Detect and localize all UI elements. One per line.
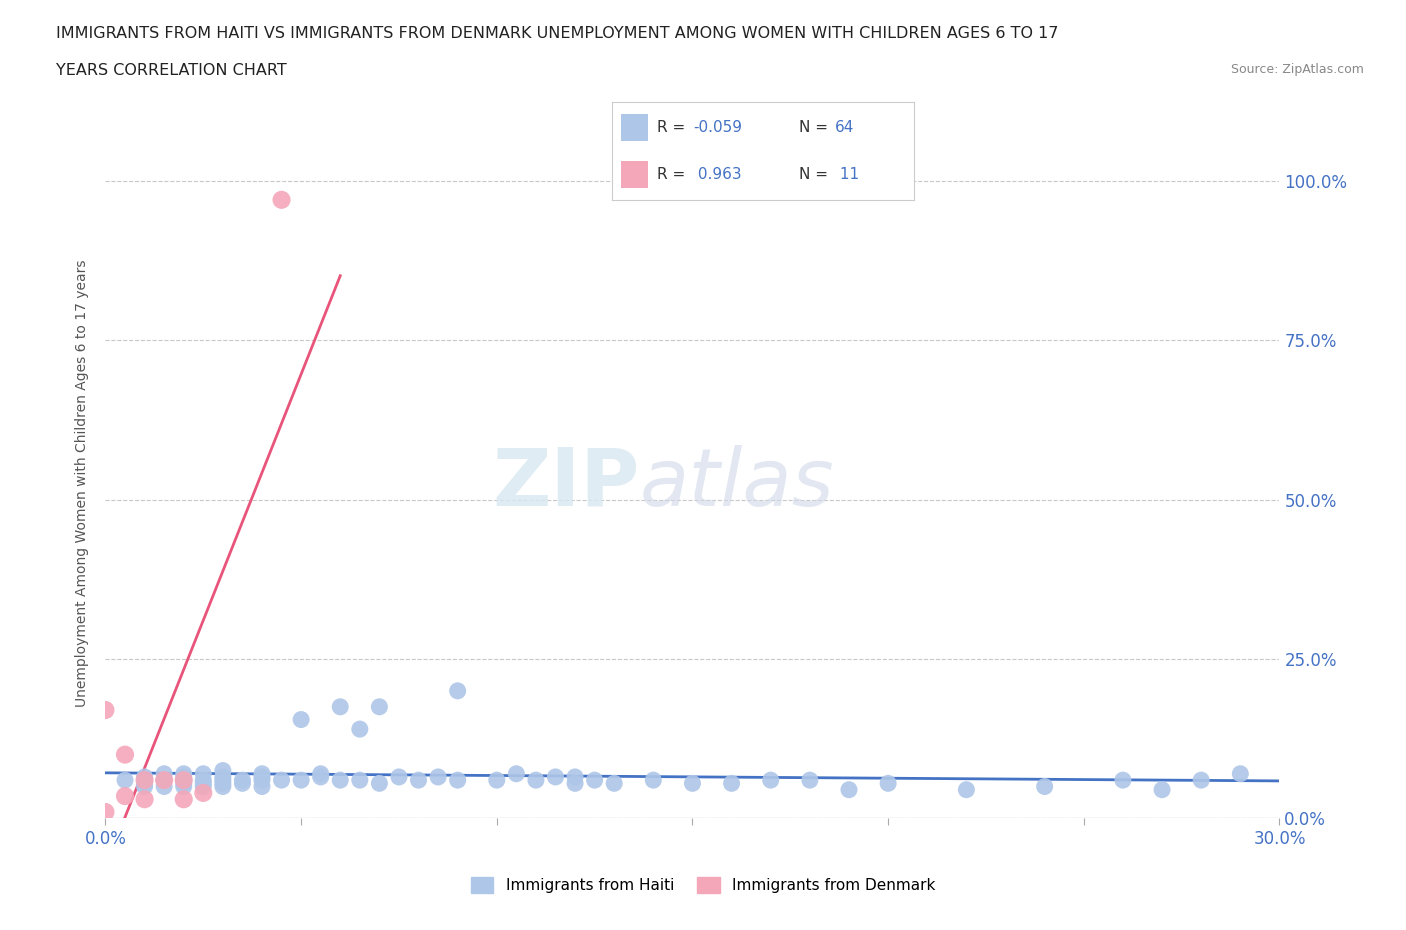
Point: [114, 789, 136, 804]
Text: 0.963: 0.963: [693, 166, 742, 181]
Point: [193, 779, 215, 794]
Point: [290, 712, 312, 727]
Bar: [620, 161, 648, 188]
Point: [211, 764, 233, 778]
Point: [329, 773, 352, 788]
Text: N =: N =: [799, 166, 832, 181]
Point: [250, 766, 273, 781]
Text: -0.059: -0.059: [693, 120, 742, 135]
Point: [408, 773, 430, 788]
Point: [564, 769, 586, 784]
Point: [720, 776, 742, 790]
Point: [681, 776, 703, 790]
Point: [193, 776, 215, 790]
Text: R =: R =: [657, 166, 690, 181]
Point: [134, 779, 156, 794]
Point: [250, 779, 273, 794]
Text: 64: 64: [835, 120, 855, 135]
Point: [270, 193, 292, 207]
Point: [94, 804, 117, 819]
Point: [1150, 782, 1173, 797]
Point: [173, 769, 195, 784]
Text: atlas: atlas: [640, 445, 834, 523]
Point: [309, 769, 332, 784]
Point: [309, 766, 332, 781]
Point: [388, 769, 411, 784]
Text: IMMIGRANTS FROM HAITI VS IMMIGRANTS FROM DENMARK UNEMPLOYMENT AMONG WOMEN WITH C: IMMIGRANTS FROM HAITI VS IMMIGRANTS FROM…: [56, 26, 1059, 41]
Point: [877, 776, 900, 790]
Point: [134, 773, 156, 788]
Point: [134, 791, 156, 806]
Point: [153, 779, 176, 794]
Point: [270, 773, 292, 788]
Text: YEARS CORRELATION CHART: YEARS CORRELATION CHART: [56, 63, 287, 78]
Point: [799, 773, 821, 788]
Point: [505, 766, 527, 781]
Point: [211, 779, 233, 794]
Point: [759, 773, 782, 788]
Point: [446, 773, 468, 788]
Point: [153, 766, 176, 781]
Point: [114, 773, 136, 788]
Bar: [620, 114, 648, 141]
Point: [524, 773, 547, 788]
Point: [544, 769, 567, 784]
Point: [173, 776, 195, 790]
Point: [250, 769, 273, 784]
Point: [1112, 773, 1135, 788]
Point: [231, 773, 253, 788]
Point: [349, 773, 371, 788]
Text: R =: R =: [657, 120, 690, 135]
Point: [368, 776, 391, 790]
Point: [211, 776, 233, 790]
Point: [193, 773, 215, 788]
Point: [173, 791, 195, 806]
Point: [94, 702, 117, 717]
Point: [173, 779, 195, 794]
Text: ZIP: ZIP: [492, 445, 640, 523]
Point: [427, 769, 450, 784]
Point: [290, 773, 312, 788]
Point: [173, 766, 195, 781]
Point: [368, 699, 391, 714]
Point: [114, 747, 136, 762]
Point: [485, 773, 508, 788]
Point: [250, 773, 273, 788]
Text: 11: 11: [835, 166, 859, 181]
Point: [193, 786, 215, 801]
Y-axis label: Unemployment Among Women with Children Ages 6 to 17 years: Unemployment Among Women with Children A…: [76, 259, 90, 708]
Point: [1033, 779, 1056, 794]
Text: Source: ZipAtlas.com: Source: ZipAtlas.com: [1230, 63, 1364, 76]
Point: [231, 776, 253, 790]
Point: [153, 773, 176, 788]
Point: [134, 776, 156, 790]
Point: [1229, 766, 1251, 781]
Text: N =: N =: [799, 120, 832, 135]
Point: [643, 773, 665, 788]
Point: [564, 776, 586, 790]
Point: [446, 684, 468, 698]
Point: [955, 782, 977, 797]
Point: [329, 699, 352, 714]
Point: [838, 782, 860, 797]
Legend: Immigrants from Haiti, Immigrants from Denmark: Immigrants from Haiti, Immigrants from D…: [464, 870, 942, 899]
Point: [211, 773, 233, 788]
Point: [134, 769, 156, 784]
Point: [1189, 773, 1212, 788]
Point: [349, 722, 371, 737]
Point: [173, 773, 195, 788]
Point: [603, 776, 626, 790]
Point: [583, 773, 606, 788]
Point: [211, 769, 233, 784]
Point: [153, 773, 176, 788]
Point: [173, 773, 195, 788]
Point: [193, 766, 215, 781]
